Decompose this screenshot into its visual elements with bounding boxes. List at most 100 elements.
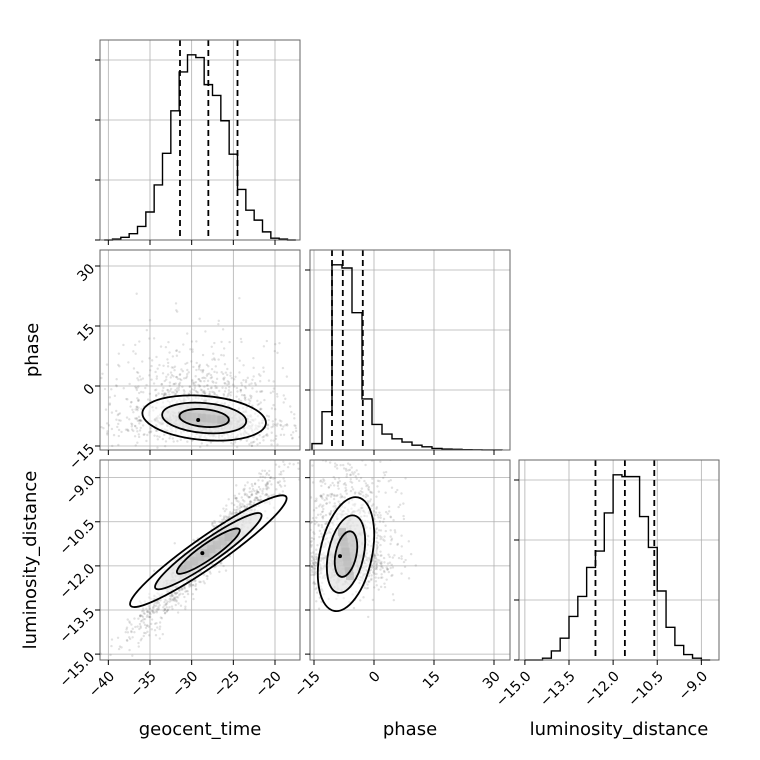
scatter-point [248,443,251,446]
panel-content [100,452,300,660]
scatter-point [108,403,111,406]
scatter-point [172,382,175,386]
scatter-point [175,595,178,599]
scatter-point [204,376,207,380]
scatter-point [377,516,380,519]
scatter-point [376,561,379,564]
scatter-point [340,495,343,498]
scatter-point [313,522,317,526]
scatter-point [315,557,318,561]
scatter-point [134,408,137,411]
scatter-point [188,583,191,587]
scatter-point [253,482,257,485]
scatter-point [377,588,380,591]
scatter-point [203,392,206,395]
scatter-point [181,592,185,596]
scatter-point [139,426,142,430]
scatter-point [391,573,394,577]
scatter-point [397,505,400,509]
scatter-point [376,513,379,517]
scatter-point [248,490,251,494]
scatter-point [192,365,195,369]
scatter-point [160,383,163,386]
scatter-point [263,469,267,473]
scatter-point [205,574,208,578]
scatter-point [328,513,332,516]
scatter-point [182,451,184,453]
scatter-point [372,503,375,506]
scatter-point [376,485,379,488]
scatter-point [196,391,200,394]
scatter-point [346,456,348,458]
scatter-point [108,396,112,399]
scatter-point [248,487,252,490]
scatter-point [238,507,241,510]
scatter-point [322,493,325,496]
scatter-point [256,403,260,407]
scatter-point [259,472,263,476]
scatter-point [333,462,337,465]
scatter-point [311,551,315,554]
panel-content [100,292,300,453]
scatter-point [293,417,296,420]
scatter-point [311,464,314,467]
scatter-point [343,482,347,485]
scatter-point [170,599,173,602]
scatter-point [385,578,388,581]
scatter-point [135,405,139,409]
scatter-point [134,625,137,629]
scatter-point [301,580,303,582]
scatter-point [311,481,315,484]
scatter-point [138,422,141,425]
scatter-point [400,555,403,558]
scatter-point [125,628,128,631]
scatter-point [294,429,298,433]
scatter-point [298,452,300,454]
scatter-point [192,388,196,392]
scatter-point [120,646,123,649]
scatter-point [199,388,203,391]
scatter-point [349,473,352,476]
scatter-point [330,492,334,496]
scatter-point [283,479,286,483]
scatter-point [364,482,368,485]
scatter-point [233,512,236,515]
scatter-point [178,377,182,381]
scatter-point [407,577,411,580]
scatter-point [115,378,118,381]
scatter-point [149,427,153,430]
scatter-point [350,466,353,469]
scatter-point [229,391,233,394]
scatter-point [251,387,254,390]
scatter-point [373,554,377,558]
scatter-point [250,382,253,385]
scatter-point [350,434,352,436]
scatter-point [259,499,262,502]
scatter-point [357,472,360,476]
x-tick-label: −25 [211,668,243,700]
scatter-point [195,368,198,372]
scatter-point [139,620,143,623]
scatter-point [117,422,120,426]
scatter-point [172,366,175,369]
scatter-point [328,461,332,464]
scatter-point [159,616,163,619]
scatter-point [374,567,378,570]
scatter-point [156,600,159,603]
scatter-point [136,407,139,411]
scatter-point [402,502,405,505]
scatter-point [290,558,292,560]
x-tick-label: 30 [480,668,504,692]
scatter-point [303,561,305,563]
scatter-point [305,514,307,516]
scatter-point [265,339,269,343]
scatter-point [384,529,388,533]
scatter-point [392,518,395,522]
scatter-point [373,586,376,589]
scatter-point [170,373,174,377]
scatter-point [239,388,242,392]
scatter-point [280,473,283,476]
scatter-point [172,440,175,443]
scatter-point [145,615,149,619]
